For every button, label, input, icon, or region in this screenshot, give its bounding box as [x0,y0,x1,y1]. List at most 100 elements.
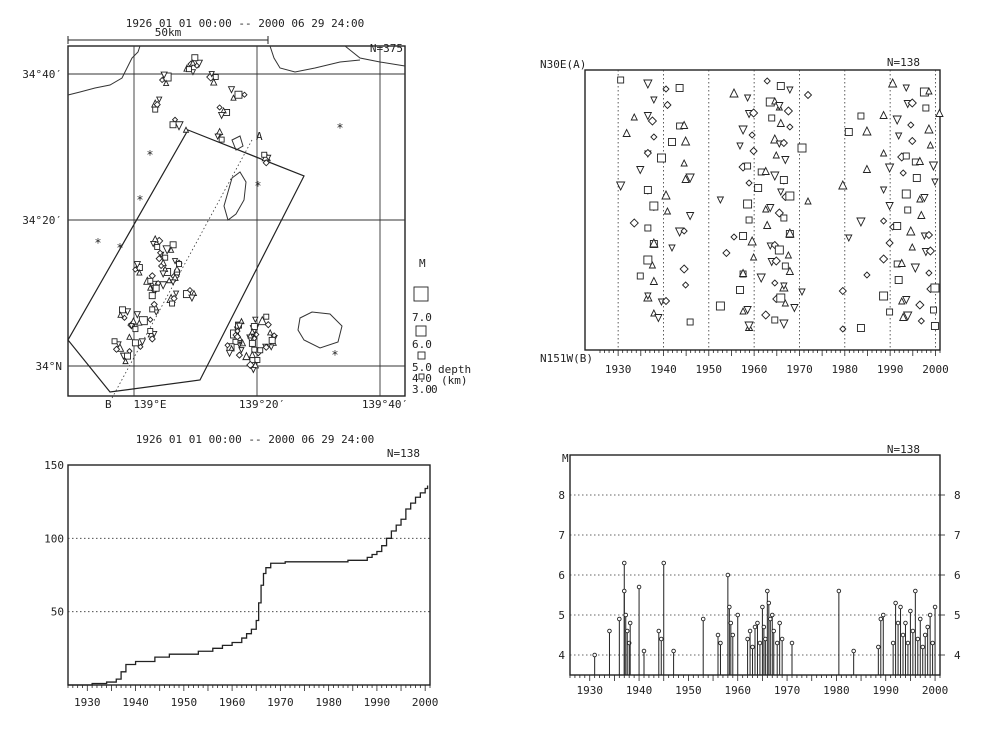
map-event-markers: * * * * * * * * [94,54,344,374]
map-event-marker [149,240,157,248]
xsec-event-marker [647,116,658,126]
cum-count: N=138 [387,447,420,460]
xsec-event-marker [754,184,763,192]
mt-point [851,648,856,654]
map-period: 1926 01 01 00:00 -- 2000 06 29 24:00 [126,17,364,30]
xsec-event-marker [643,112,653,121]
legend-mag-5: 5.0 [412,361,432,374]
cum-x-tick: 1960 [219,696,246,709]
map-event-marker [162,254,169,261]
map-event-marker [247,331,254,339]
mt-point [700,616,706,622]
mt-point [770,612,775,618]
map-event-marker [188,294,196,303]
map-event-marker [174,121,184,131]
cum-x-tick: 1950 [171,696,198,709]
xsec-event-marker [783,106,794,116]
xsec-event-marker [661,189,671,200]
mt-x-tick: 1950 [675,684,702,697]
xsec-event-marker [915,156,925,165]
xsec-event-marker [894,132,903,141]
mt-point [760,604,765,610]
xsec-event-marker [745,179,753,187]
xsec-event-marker [907,98,917,108]
xsec-event-marker [663,100,672,110]
xsec-event-marker [879,186,888,195]
map-event-marker [189,59,197,66]
xsec-event-marker [917,317,925,325]
cross-section-panel: N30E(A) N151W(B) N=138 1930 1940 1950 1960 1… [540,56,949,376]
map-event-marker [133,261,142,269]
map-star-icon: * [236,338,243,352]
xsec-event-marker [884,163,895,174]
mt-point [932,604,938,610]
cum-x-tick: 1990 [364,696,391,709]
map-event-marker [152,284,160,292]
xsec-event-marker [779,319,789,330]
xsec-event-marker [649,201,659,211]
mt-point [895,620,901,626]
xsec-event-marker [803,90,813,100]
xsec-event-marker [756,273,766,284]
xsec-event-marker [899,169,907,177]
xsec-event-marker [681,281,690,289]
coastline-west [67,45,141,96]
mt-point [730,632,736,638]
region-box [67,129,305,393]
map-event-marker [227,86,236,94]
xsec-event-marker [770,171,780,182]
map-event-marker [147,328,154,334]
map-event-marker [225,349,234,358]
xsec-event-marker [879,291,889,301]
map-event-marker [147,277,154,284]
lat-label-1: 34°40′ [22,68,62,81]
map-count: N=375 [370,42,403,55]
section-line [111,139,253,399]
xsec-event-marker [680,227,688,235]
mt-point [607,628,612,634]
map-event-marker [266,328,274,336]
map-event-marker [157,262,165,270]
xsec-event-marker [763,77,771,85]
xsec-event-marker [630,112,638,121]
xsec-event-marker [636,166,645,175]
xsec-event-marker [903,311,913,322]
xsec-event-marker [768,114,776,122]
mt-point [918,616,923,622]
xsec-event-marker [780,282,788,291]
map-event-marker [133,311,142,319]
xsec-event-marker [786,123,794,131]
mt-point [766,600,772,606]
map-event-marker [254,357,261,363]
map-event-marker [250,367,257,374]
mt-point [930,640,935,646]
mt-point [771,628,776,634]
mt-point [900,632,906,638]
map-event-marker [162,245,172,255]
xsec-event-marker [777,188,785,197]
xsec-event-marker [745,216,753,224]
mt-point [735,612,740,618]
coastline-northeast [344,45,406,67]
depth-unit: (km) [441,374,468,387]
mt-point [893,600,898,606]
map-event-marker [235,351,244,359]
xsec-event-marker [650,96,658,105]
epicenter-map: 1926 01 01 00:00 -- 2000 06 29 24:00 50k… [22,17,471,411]
xsec-event-marker [771,279,779,287]
xsec-event-marker [643,148,653,158]
xsec-event-marker [885,238,894,248]
xsec-event-marker [935,108,944,117]
xsec-event-marker [771,256,781,266]
map-event-marker [252,316,259,324]
xsec-tick-label: 1970 [786,363,813,376]
xsec-tick-label: 1930 [605,363,632,376]
map-event-marker [246,360,255,370]
cum-period: 1926 01 01 00:00 -- 2000 06 29 24:00 [136,433,374,446]
cum-y-tick: 150 [44,459,64,472]
xsec-event-marker [747,235,757,246]
map-event-marker [214,133,221,141]
map-star-icon: * [336,121,343,135]
xsec-event-marker [649,237,659,248]
xsec-event-marker [776,293,786,303]
